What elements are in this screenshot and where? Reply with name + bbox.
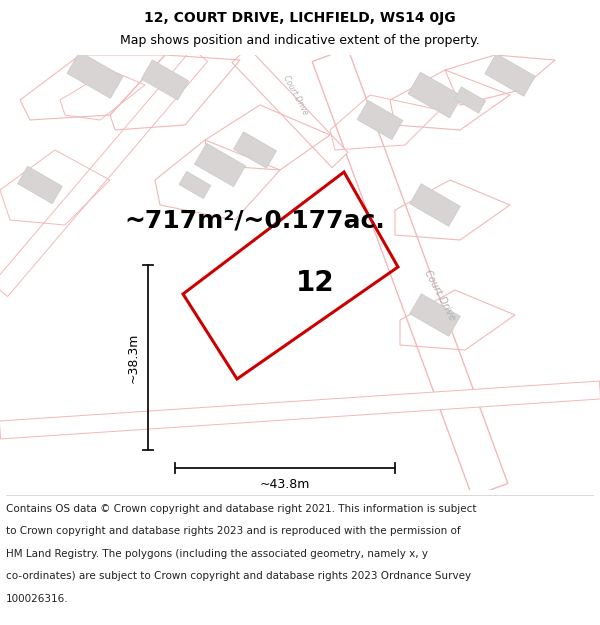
Polygon shape <box>0 381 600 439</box>
Text: Court Drive: Court Drive <box>422 268 458 322</box>
Text: Court Drive: Court Drive <box>281 74 309 116</box>
Polygon shape <box>67 52 123 98</box>
Polygon shape <box>179 171 211 199</box>
Text: ~717m²/~0.177ac.: ~717m²/~0.177ac. <box>125 208 385 232</box>
Text: HM Land Registry. The polygons (including the associated geometry, namely x, y: HM Land Registry. The polygons (includin… <box>6 549 428 559</box>
Polygon shape <box>0 49 208 296</box>
Text: Contains OS data © Crown copyright and database right 2021. This information is : Contains OS data © Crown copyright and d… <box>6 504 476 514</box>
Text: ~38.3m: ~38.3m <box>127 332 140 382</box>
Text: co-ordinates) are subject to Crown copyright and database rights 2023 Ordnance S: co-ordinates) are subject to Crown copyr… <box>6 571 471 581</box>
Polygon shape <box>410 184 460 226</box>
Polygon shape <box>485 54 535 96</box>
Text: 100026316.: 100026316. <box>6 594 68 604</box>
Text: ~43.8m: ~43.8m <box>260 478 310 491</box>
Text: 12, COURT DRIVE, LICHFIELD, WS14 0JG: 12, COURT DRIVE, LICHFIELD, WS14 0JG <box>144 11 456 25</box>
Polygon shape <box>17 166 62 204</box>
Polygon shape <box>194 143 245 187</box>
Polygon shape <box>408 72 462 118</box>
Polygon shape <box>454 87 485 113</box>
Polygon shape <box>357 101 403 139</box>
Polygon shape <box>142 60 188 100</box>
Text: to Crown copyright and database rights 2023 and is reproduced with the permissio: to Crown copyright and database rights 2… <box>6 526 461 536</box>
Text: Map shows position and indicative extent of the property.: Map shows position and indicative extent… <box>120 34 480 47</box>
Polygon shape <box>410 294 460 336</box>
Polygon shape <box>233 132 277 168</box>
Text: 12: 12 <box>296 269 335 297</box>
Polygon shape <box>232 48 348 168</box>
Polygon shape <box>312 49 508 496</box>
